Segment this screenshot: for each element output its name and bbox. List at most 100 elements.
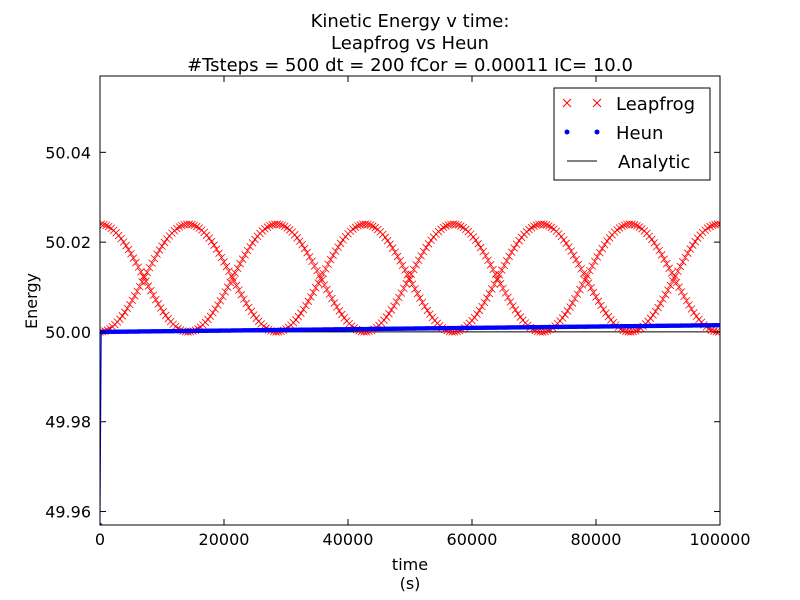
leapfrog-point: [589, 288, 598, 297]
leapfrog-point: [683, 249, 692, 257]
leapfrog-point: [354, 222, 362, 230]
leapfrog-point: [510, 244, 518, 252]
leapfrog-point: [452, 220, 460, 229]
leapfrog-point: [114, 231, 123, 240]
leapfrog-point: [351, 223, 360, 232]
leapfrog-point: [240, 295, 248, 303]
leapfrog-point: [671, 272, 680, 280]
leapfrog-point: [681, 253, 690, 262]
leapfrog-point: [209, 308, 217, 317]
leapfrog-point: [245, 303, 253, 312]
leapfrog-point: [329, 251, 337, 260]
leapfrog-point: [557, 232, 566, 241]
leapfrog-point: [121, 308, 129, 317]
leapfrog-point: [304, 297, 313, 306]
leapfrog-point: [476, 243, 485, 252]
leapfrog-point: [646, 314, 655, 323]
leapfrog-point: [656, 299, 665, 308]
leapfrog-point: [457, 222, 465, 230]
leapfrog-point: [311, 284, 320, 292]
chart-title-line-2: Leapfrog vs Heun: [331, 33, 489, 54]
leapfrog-point: [488, 285, 496, 293]
leapfrog-point: [501, 289, 510, 297]
leapfrog-point: [124, 245, 133, 254]
leapfrog-point: [569, 251, 578, 260]
leapfrog-point: [295, 237, 304, 245]
heun-point: [717, 322, 720, 328]
leapfrog-point: [651, 307, 660, 316]
leapfrog-point: [708, 221, 717, 230]
leapfrog-point: [564, 243, 573, 251]
plot-data-layer: [100, 220, 720, 525]
leapfrog-point: [127, 249, 135, 258]
leapfrog-point: [380, 316, 388, 324]
leapfrog-point: [395, 293, 403, 302]
leapfrog-point: [309, 288, 318, 297]
leapfrog-point: [210, 241, 218, 249]
leapfrog-point: [145, 263, 154, 272]
leapfrog-point: [514, 309, 522, 318]
chart-title-line-3: #Tsteps = 500 dt = 200 fCor = 0.00011 IC…: [187, 55, 633, 76]
leapfrog-point: [579, 269, 588, 278]
chart-title-line-1: Kinetic Energy v time:: [311, 11, 510, 32]
leapfrog-point: [236, 259, 244, 268]
leapfrog-point: [299, 305, 308, 314]
leapfrog-point: [241, 251, 249, 259]
leapfrog-point: [413, 289, 422, 298]
leapfrog-point: [568, 299, 577, 307]
leapfrog-point: [578, 281, 587, 289]
leapfrog-point: [677, 288, 686, 296]
leapfrog-point: [615, 224, 624, 232]
leapfrog-point: [620, 221, 629, 230]
leapfrog-point: [382, 313, 391, 321]
leapfrog-point: [416, 294, 424, 302]
leapfrog-point: [143, 268, 151, 277]
leapfrog-point: [682, 296, 691, 305]
legend-marker-leapfrog: [592, 98, 602, 108]
leapfrog-point: [392, 298, 401, 306]
leapfrog-point: [411, 285, 419, 293]
leapfrog-point: [597, 301, 605, 310]
leapfrog-point: [574, 260, 583, 269]
leapfrog-point: [391, 248, 399, 256]
leapfrog-point: [235, 286, 243, 294]
leapfrog-point: [540, 220, 548, 229]
x-tick-label: 60000: [447, 530, 498, 549]
leapfrog-point: [246, 242, 254, 251]
leapfrog-point: [119, 238, 128, 246]
leapfrog-point: [576, 285, 584, 294]
y-tick-label: 50.04: [45, 143, 91, 162]
leapfrog-point: [562, 239, 571, 248]
leapfrog-point: [666, 281, 675, 290]
leapfrog-point: [326, 255, 335, 264]
leapfrog-point: [222, 262, 231, 271]
leapfrog-point: [469, 233, 478, 241]
leapfrog-point: [515, 236, 523, 245]
leapfrog-point: [661, 290, 670, 299]
leapfrog-point: [687, 305, 696, 313]
leapfrog-point: [650, 239, 659, 247]
leapfrog-point: [628, 220, 636, 229]
leapfrog-point: [527, 223, 536, 232]
legend-label-analytic: Analytic: [618, 152, 690, 173]
leapfrog-point: [442, 222, 450, 230]
leapfrog-point: [417, 252, 425, 260]
leapfrog-point: [672, 278, 681, 287]
leapfrog-point: [412, 261, 420, 269]
leapfrog-point: [248, 239, 257, 247]
leapfrog-point: [147, 286, 155, 295]
leapfrog-point: [204, 315, 212, 324]
leapfrog-point: [665, 264, 673, 273]
leapfrog-point: [292, 316, 300, 324]
leapfrog-point: [130, 292, 139, 300]
leapfrog-point: [225, 267, 233, 276]
leapfrog-point: [330, 299, 339, 307]
axis-ticks: 0 20000 40000 60000 80000 100000 49.96 49.98 50.…: [45, 76, 751, 549]
leapfrog-point: [703, 224, 712, 232]
leapfrog-point: [148, 259, 156, 267]
leapfrog-point: [504, 293, 512, 302]
leapfrog-point: [175, 223, 184, 231]
leapfrog-point: [302, 301, 310, 310]
leapfrog-point: [305, 253, 314, 261]
leapfrog-point: [530, 222, 538, 230]
